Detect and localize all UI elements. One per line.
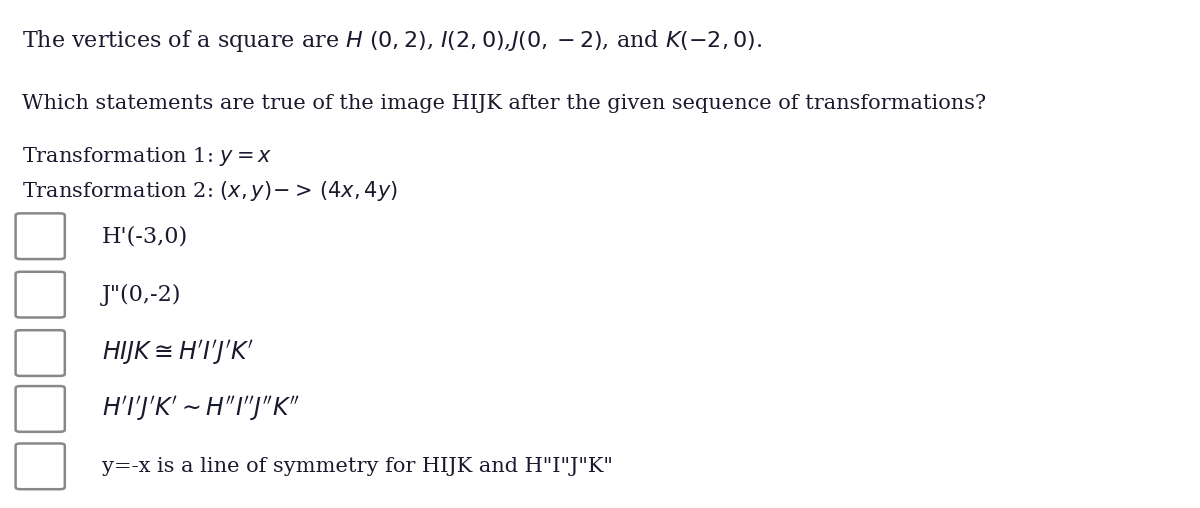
Text: y=-x is a line of symmetry for HIJK and H"I"J"K": y=-x is a line of symmetry for HIJK and … [102,457,613,476]
FancyBboxPatch shape [16,213,65,259]
Text: The vertices of a square are $\mathbf{\mathit{H}}$ $(0, 2)$, $\mathbf{\mathit{I}: The vertices of a square are $\mathbf{\m… [22,28,762,54]
FancyBboxPatch shape [16,443,65,489]
Text: Which statements are true of the image HIJK after the given sequence of transfor: Which statements are true of the image H… [22,94,985,113]
FancyBboxPatch shape [16,386,65,432]
Text: $\mathit{HIJK} \cong \mathit{H'I'J'K'}$: $\mathit{HIJK} \cong \mathit{H'I'J'K'}$ [102,339,254,367]
FancyBboxPatch shape [16,330,65,376]
Text: J"(0,-2): J"(0,-2) [102,283,181,306]
Text: Transformation 1: $y = x$: Transformation 1: $y = x$ [22,145,271,168]
FancyBboxPatch shape [16,272,65,318]
Text: $\mathit{H'I'J'K'} \sim \mathit{H''I''J''K''}$: $\mathit{H'I'J'K'} \sim \mathit{H''I''J'… [102,395,300,423]
Text: H'(-3,0): H'(-3,0) [102,225,188,247]
Text: Transformation 2: $(x, y)\!-\!>\,(4x, 4y)$: Transformation 2: $(x, y)\!-\!>\,(4x, 4y… [22,179,397,203]
